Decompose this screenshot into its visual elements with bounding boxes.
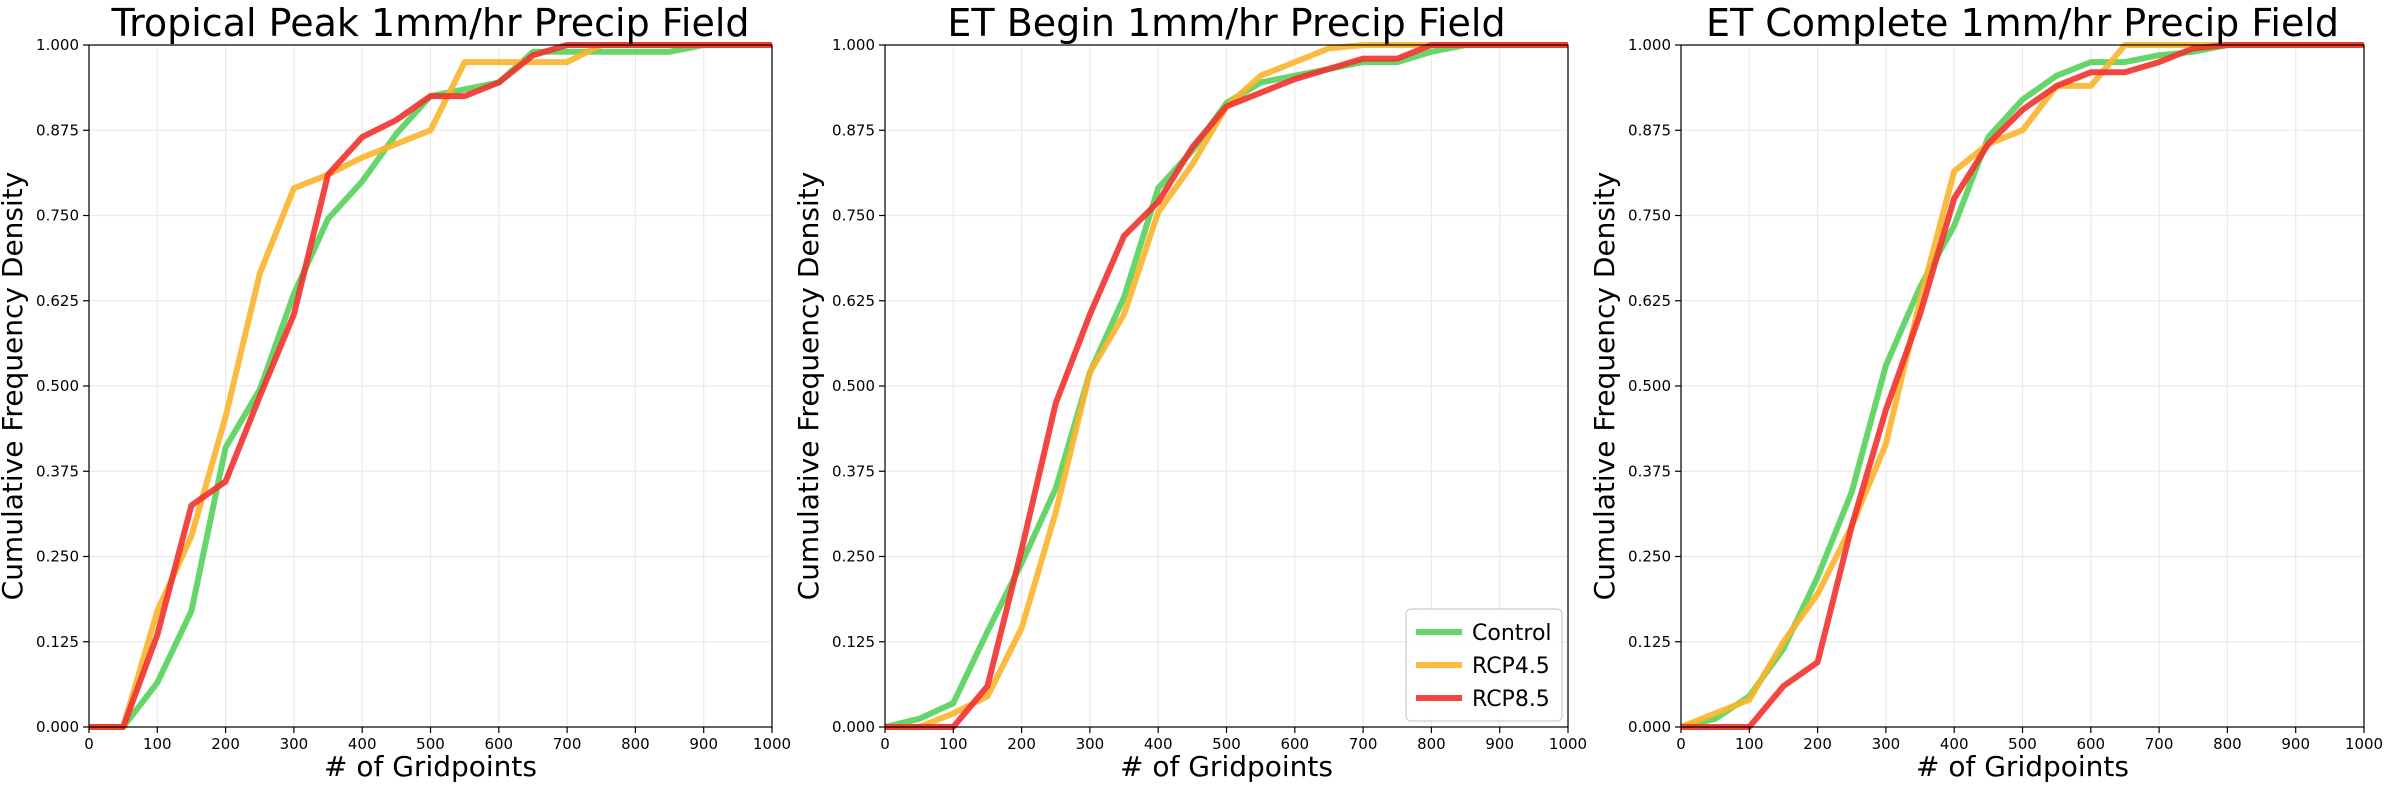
x-tick-label: 400 xyxy=(1940,735,1969,753)
y-tick-label: 0.000 xyxy=(832,718,875,736)
legend-label: RCP4.5 xyxy=(1472,654,1550,679)
x-axis-label: # of Gridpoints xyxy=(1120,750,1333,783)
y-tick-label: 0.750 xyxy=(36,207,79,225)
y-axis-label: Cumulative Frequency Density xyxy=(0,172,29,601)
x-tick-label: 1000 xyxy=(1549,735,1587,753)
x-tick-label: 1000 xyxy=(2345,735,2383,753)
x-tick-label: 100 xyxy=(939,735,968,753)
y-tick-label: 0.375 xyxy=(1628,462,1671,480)
x-tick-label: 200 xyxy=(1007,735,1036,753)
chart-title: Tropical Peak 1mm/hr Precip Field xyxy=(110,1,749,45)
x-tick-label: 400 xyxy=(1144,735,1173,753)
chart-title: ET Begin 1mm/hr Precip Field xyxy=(947,1,1505,45)
x-tick-label: 500 xyxy=(416,735,445,753)
y-tick-label: 1.000 xyxy=(1628,36,1671,54)
y-tick-label: 0.375 xyxy=(832,462,875,480)
y-tick-label: 0.500 xyxy=(36,377,79,395)
y-tick-label: 0.750 xyxy=(832,207,875,225)
y-tick-label: 0.250 xyxy=(1628,548,1671,566)
x-tick-label: 100 xyxy=(1735,735,1764,753)
y-axis-label: Cumulative Frequency Density xyxy=(1588,172,1621,601)
tick-marks: 0 100 200 300 400 500 600 700 800 900 1000 0.000 0.1… xyxy=(36,36,791,753)
y-tick-label: 0.000 xyxy=(1628,718,1671,736)
panel-et-begin: 0 100 200 300 400 500 600 700 800 900 1000 0.000 0.1… xyxy=(792,1,1587,783)
x-tick-label: 300 xyxy=(280,735,309,753)
legend-label: Control xyxy=(1472,621,1552,646)
y-axis-label: Cumulative Frequency Density xyxy=(792,172,825,601)
y-tick-label: 0.250 xyxy=(832,548,875,566)
chart-title: ET Complete 1mm/hr Precip Field xyxy=(1706,1,2339,45)
legend-label: RCP8.5 xyxy=(1472,687,1550,712)
x-tick-label: 100 xyxy=(143,735,172,753)
legend-box xyxy=(1405,608,1563,722)
y-tick-label: 0.125 xyxy=(832,633,875,651)
x-tick-label: 300 xyxy=(1872,735,1901,753)
y-tick-label: 0.125 xyxy=(1628,633,1671,651)
x-tick-label: 400 xyxy=(348,735,377,753)
x-tick-label: 0 xyxy=(880,735,890,753)
y-tick-label: 0.375 xyxy=(36,462,79,480)
y-tick-label: 0.500 xyxy=(1628,377,1671,395)
x-tick-label: 600 xyxy=(1280,735,1309,753)
x-tick-label: 200 xyxy=(1803,735,1832,753)
y-tick-label: 0.875 xyxy=(1628,121,1671,139)
y-tick-label: 1.000 xyxy=(36,36,79,54)
tick-marks: 0 100 200 300 400 500 600 700 800 900 1000 0.000 0.1… xyxy=(832,36,1587,753)
x-axis-label: # of Gridpoints xyxy=(1916,750,2129,783)
panel-et-complete: 0 100 200 300 400 500 600 700 800 900 1000 0.000 0.1… xyxy=(1588,1,2383,783)
tick-marks: 0 100 200 300 400 500 600 700 800 900 1000 0.000 0.1… xyxy=(1628,36,2383,753)
y-tick-label: 0.250 xyxy=(36,548,79,566)
y-tick-label: 0.750 xyxy=(1628,207,1671,225)
x-tick-label: 700 xyxy=(1349,735,1378,753)
x-tick-label: 800 xyxy=(621,735,650,753)
x-tick-label: 900 xyxy=(689,735,718,753)
y-tick-label: 0.125 xyxy=(36,633,79,651)
x-tick-label: 900 xyxy=(2281,735,2310,753)
y-tick-label: 0.875 xyxy=(832,121,875,139)
y-tick-label: 0.000 xyxy=(36,718,79,736)
x-axis-label: # of Gridpoints xyxy=(324,750,537,783)
y-tick-label: 1.000 xyxy=(832,36,875,54)
x-tick-label: 1000 xyxy=(753,735,791,753)
x-tick-label: 0 xyxy=(1676,735,1686,753)
x-tick-label: 700 xyxy=(553,735,582,753)
x-tick-label: 800 xyxy=(1417,735,1446,753)
x-tick-label: 500 xyxy=(1212,735,1241,753)
y-tick-label: 0.625 xyxy=(1628,292,1671,310)
y-tick-label: 0.625 xyxy=(36,292,79,310)
x-tick-label: 600 xyxy=(484,735,513,753)
x-tick-label: 700 xyxy=(2145,735,2174,753)
x-tick-label: 800 xyxy=(2213,735,2242,753)
y-tick-label: 0.625 xyxy=(832,292,875,310)
y-tick-label: 0.875 xyxy=(36,121,79,139)
x-tick-label: 200 xyxy=(211,735,240,753)
x-tick-label: 600 xyxy=(2076,735,2105,753)
x-tick-label: 500 xyxy=(2008,735,2037,753)
y-tick-label: 0.500 xyxy=(832,377,875,395)
panel-tropical-peak: 0 100 200 300 400 500 600 700 800 900 1000 0.000 0.1… xyxy=(0,1,791,783)
x-tick-label: 300 xyxy=(1076,735,1105,753)
legend: Control RCP4.5 RCP8.5 xyxy=(1405,608,1563,722)
x-tick-label: 0 xyxy=(84,735,94,753)
x-tick-label: 900 xyxy=(1485,735,1514,753)
